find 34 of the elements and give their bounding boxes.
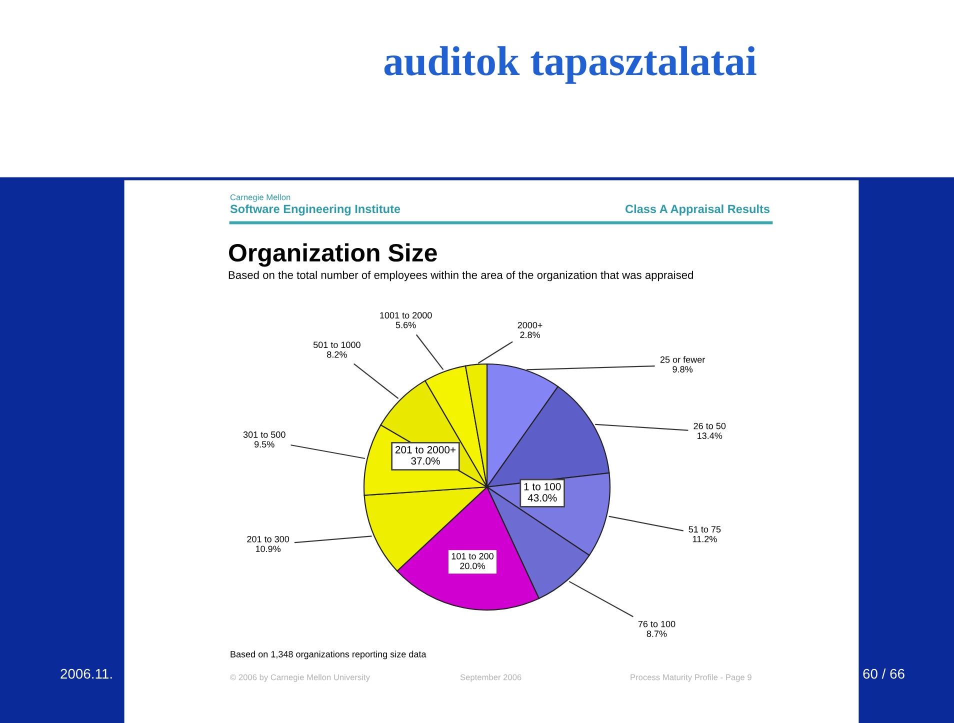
- text: Process Maturity Profile - Page 9: [630, 674, 752, 682]
- text: Carnegie Mellon: [230, 194, 290, 202]
- data-label: 9.8%: [672, 366, 693, 373]
- slice-label: 301 to 500: [243, 431, 286, 438]
- text: Software Engineering Institute: [230, 204, 400, 216]
- slice-label: 25 or fewer: [660, 356, 705, 363]
- data-label: 5.6%: [396, 322, 416, 328]
- data-label: 9.5%: [254, 441, 274, 448]
- text: 201 to 2000+ 37.0%: [395, 446, 456, 465]
- slice-label: 1001 to 2000: [380, 312, 432, 319]
- slice-label: 76 to 100: [638, 620, 676, 628]
- slice-label: 2000+: [518, 322, 542, 328]
- text: 60 / 66: [863, 668, 904, 679]
- chart-title: Organization Size: [229, 243, 437, 267]
- data-label: 13.4%: [698, 432, 722, 439]
- data-label: 8.2%: [327, 351, 347, 358]
- text: 2006.11.: [60, 668, 112, 679]
- chart-subtitle: Based on the total number of employees within the area of the organization that was appraised: [228, 270, 694, 282]
- slice-label: 51 to 75: [688, 526, 721, 533]
- text: Class A Appraisal Results: [626, 204, 770, 216]
- slice-label: 101 to 200: [452, 553, 494, 560]
- text: © 2006 by Carnegie Mellon University: [230, 674, 370, 682]
- data-label: 8.7%: [646, 630, 667, 637]
- text: auditok tapasztalatai: [384, 46, 756, 84]
- text: September 2006: [460, 674, 522, 682]
- data-label: 10.9%: [256, 546, 281, 552]
- slice-label: 26 to 50: [694, 422, 726, 430]
- text: 1 to 100 43.0%: [524, 482, 561, 502]
- data-label: 11.2%: [692, 536, 717, 542]
- slice-label: 501 to 1000: [313, 342, 360, 348]
- slice-label: 201 to 300: [247, 536, 290, 542]
- data-label: 20.0%: [460, 562, 485, 570]
- data-label: 2.8%: [520, 332, 540, 338]
- text: Based on 1,348 organizations reporting size data: [230, 650, 426, 660]
